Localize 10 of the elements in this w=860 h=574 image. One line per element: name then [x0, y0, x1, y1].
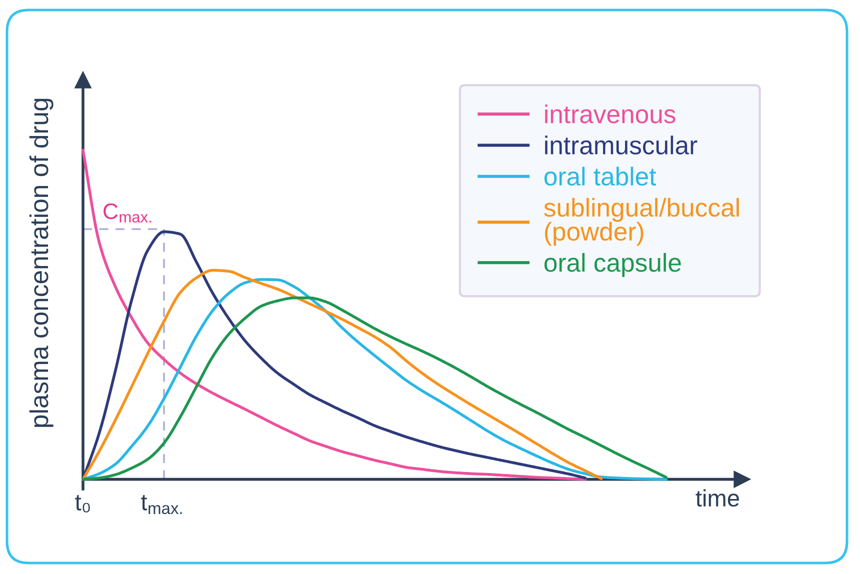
- legend-label: intravenous: [545, 104, 676, 124]
- y-axis-title: plasma concentration of drug: [29, 98, 54, 427]
- legend-label: oral tablet: [544, 166, 656, 186]
- x-axis-title: time: [696, 489, 739, 507]
- legend-label: intramuscular: [545, 136, 698, 154]
- legend-label: oral capsule: [544, 253, 681, 277]
- legend-label: sublingual/buccal (powder): [544, 198, 739, 246]
- x-tick-label: t₀: [75, 495, 90, 512]
- x-tick-label: t$_{max.}$: [141, 494, 182, 514]
- ref-line-label: C$_{max.}$: [104, 203, 151, 223]
